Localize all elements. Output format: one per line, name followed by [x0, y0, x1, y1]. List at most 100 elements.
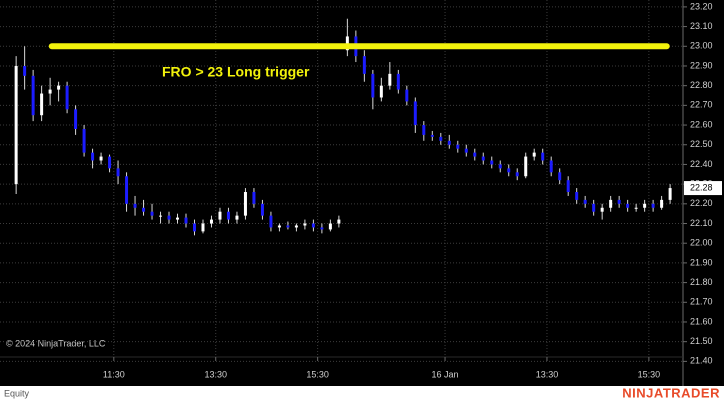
candle-body	[116, 168, 120, 177]
candle-body	[192, 223, 196, 232]
candle-body	[634, 207, 638, 209]
y-tick-label: 21.80	[690, 277, 713, 287]
candle-body	[413, 101, 417, 126]
candle-body	[14, 65, 18, 185]
candle-body	[592, 203, 596, 212]
candle-body	[362, 56, 366, 74]
candle-body	[65, 85, 69, 110]
candle-body	[660, 199, 664, 208]
candle-body	[566, 180, 570, 193]
y-tick-label: 21.50	[690, 336, 713, 346]
candle-body	[303, 223, 307, 226]
candle-body	[218, 211, 222, 220]
candle-body	[167, 215, 171, 220]
candle-body	[405, 89, 409, 102]
candle-body	[507, 168, 511, 173]
y-tick-label: 22.90	[690, 60, 713, 70]
candle-body	[142, 207, 146, 212]
x-tick-label: 13:30	[536, 369, 559, 379]
candle-body	[31, 75, 35, 116]
candle-body	[260, 203, 264, 216]
candle-body	[23, 65, 27, 76]
y-tick-label: 22.00	[690, 238, 713, 248]
candle-body	[337, 219, 341, 224]
candle-body	[269, 215, 273, 228]
candle-body	[490, 160, 494, 165]
candle-body	[668, 188, 672, 200]
candle-body	[651, 203, 655, 208]
y-tick-label: 23.10	[690, 21, 713, 31]
y-tick-label: 22.70	[690, 100, 713, 110]
candle-body	[524, 156, 528, 177]
y-tick-label: 22.50	[690, 139, 713, 149]
annotation: FRO > 23 Long trigger	[162, 64, 310, 80]
price-marker	[684, 181, 722, 196]
candle-body	[328, 223, 332, 230]
candle-body	[40, 93, 44, 116]
candle-body	[99, 156, 103, 161]
x-tick-label: 15:30	[638, 369, 661, 379]
candle-body	[311, 223, 315, 228]
candle-body	[48, 89, 52, 94]
candle-body	[74, 109, 78, 129]
y-tick-label: 22.80	[690, 80, 713, 90]
candle-body	[643, 203, 647, 208]
y-tick-label: 21.90	[690, 257, 713, 267]
candle-body	[626, 203, 630, 208]
candle-body	[600, 207, 604, 212]
candle-body	[609, 199, 613, 208]
candle-body	[430, 134, 434, 137]
candle-body	[277, 225, 281, 228]
candle-body	[439, 136, 443, 141]
candle-body	[133, 203, 137, 208]
candle-body	[473, 152, 477, 157]
y-tick-label: 23.00	[690, 41, 713, 51]
footer-bar	[0, 386, 724, 402]
y-tick-label: 22.40	[690, 159, 713, 169]
y-tick-label: 23.20	[690, 1, 713, 11]
x-tick-label: 13:30	[204, 369, 227, 379]
candle-body	[396, 73, 400, 90]
candle-body	[617, 199, 621, 204]
candle-body	[226, 211, 230, 220]
candle-body	[176, 217, 180, 220]
candle-body	[532, 152, 536, 157]
candle-body	[515, 172, 519, 177]
y-tick-label: 21.40	[690, 356, 713, 366]
candle-body	[243, 192, 247, 216]
candle-body	[371, 73, 375, 98]
y-tick-label: 21.70	[690, 297, 713, 307]
candle-body	[464, 148, 468, 153]
candle-body	[82, 128, 86, 153]
candle-body	[379, 85, 383, 98]
candle-body	[558, 172, 562, 181]
x-tick-label: 11:30	[103, 369, 125, 379]
x-tick-label: 16 Jan	[432, 369, 459, 379]
candle-body	[456, 144, 460, 149]
y-tick-label: 22.60	[690, 119, 713, 129]
candle-body	[388, 73, 392, 86]
candle-body	[108, 156, 112, 169]
candle-body	[541, 152, 545, 161]
copyright: © 2024 NinjaTrader, LLC	[6, 338, 106, 348]
y-tick-label: 21.60	[690, 316, 713, 326]
candle-body	[159, 215, 163, 217]
footer-label: Equity	[4, 388, 30, 398]
candle-body	[235, 215, 239, 220]
x-tick-label: 15:30	[306, 369, 329, 379]
candle-body	[252, 192, 256, 204]
candle-body	[209, 219, 213, 224]
y-tick-label: 22.20	[690, 198, 713, 208]
candle-body	[549, 160, 553, 173]
candle-body	[575, 192, 579, 200]
candle-body	[286, 225, 290, 228]
plot-background	[0, 0, 724, 386]
candle-body	[320, 227, 324, 230]
candle-body	[498, 164, 502, 169]
candle-body	[184, 217, 188, 224]
candle-body	[125, 176, 129, 204]
candle-body	[91, 152, 95, 161]
candle-body	[201, 223, 205, 232]
candle-body	[57, 85, 61, 90]
